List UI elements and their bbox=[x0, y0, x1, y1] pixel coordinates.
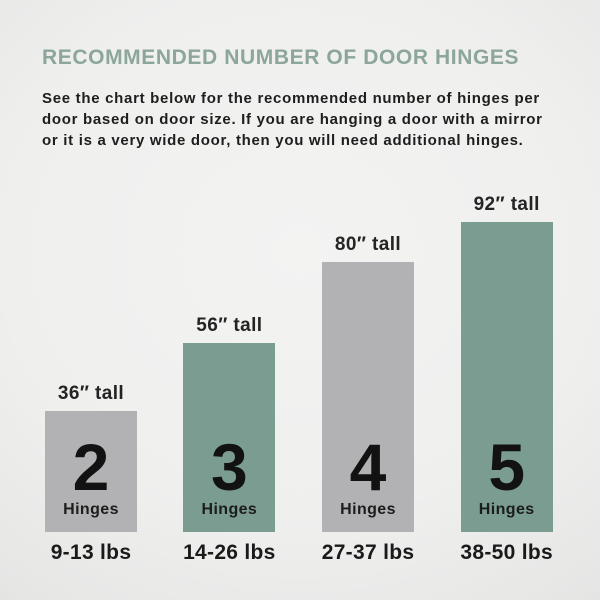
bar-92in: 5 Hinges bbox=[460, 222, 553, 532]
intro-paragraph: See the chart below for the recommended … bbox=[42, 90, 543, 149]
hinge-word: Hinges bbox=[478, 501, 535, 518]
bar-group-56in: 56″ tall 3 Hinges 14-26 lbs bbox=[183, 315, 276, 565]
door-height-label: 92″ tall bbox=[473, 194, 540, 215]
door-height-label: 80″ tall bbox=[334, 234, 402, 255]
weight-range-label: 27-37 lbs bbox=[321, 541, 415, 564]
hinge-count: 3 bbox=[211, 430, 248, 505]
bar-group-92in: 92″ tall 5 Hinges 38-50 lbs bbox=[460, 194, 553, 565]
weight-range-label: 38-50 lbs bbox=[460, 541, 553, 564]
hinge-count: 5 bbox=[488, 430, 526, 505]
weight-range-label: 9-13 lbs bbox=[50, 541, 132, 564]
bar-group-80in: 80″ tall 4 Hinges 27-37 lbs bbox=[322, 234, 415, 565]
page-title: RECOMMENDED NUMBER OF DOOR HINGES bbox=[42, 46, 520, 69]
bar-36in: 2 Hinges bbox=[45, 411, 137, 532]
hinge-word: Hinges bbox=[201, 501, 258, 518]
hinge-word: Hinges bbox=[340, 501, 396, 518]
door-height-label: 56″ tall bbox=[196, 315, 263, 336]
bar-group-36in: 36″ tall 2 Hinges 9-13 lbs bbox=[45, 383, 137, 565]
door-height-label: 36″ tall bbox=[57, 383, 125, 404]
hinge-word: Hinges bbox=[63, 501, 119, 518]
hinge-count: 2 bbox=[72, 430, 110, 505]
hinge-count: 4 bbox=[349, 430, 387, 505]
bar-80in: 4 Hinges bbox=[322, 262, 415, 532]
weight-range-label: 14-26 lbs bbox=[183, 541, 276, 564]
hinge-bar-chart: 36″ tall 2 Hinges 9-13 lbs 56″ tall 3 Hi… bbox=[45, 185, 553, 565]
bar-56in: 3 Hinges bbox=[183, 343, 276, 532]
